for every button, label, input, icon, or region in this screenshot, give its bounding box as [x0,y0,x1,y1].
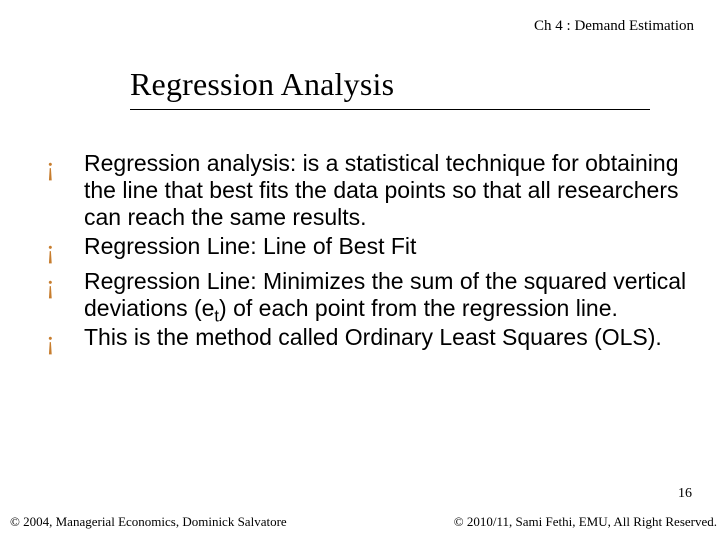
bullet-text: Regression Line: Minimizes the sum of th… [84,268,690,322]
bullet-icon: ¡ [40,233,84,266]
bullet-icon: ¡ [40,268,84,301]
slide: Ch 4 : Demand Estimation Regression Anal… [0,0,720,540]
list-item: ¡ Regression Line: Line of Best Fit [40,233,690,266]
body: ¡ Regression analysis: is a statistical … [40,150,690,359]
text-part: Regression Line: Line of Best Fit [84,233,416,259]
text-part: Regression analysis: is a statistical te… [84,150,679,230]
text-part: ) of each point from the regression line… [219,295,618,321]
list-item: ¡ This is the method called Ordinary Lea… [40,324,690,357]
bullet-icon: ¡ [40,150,84,183]
list-item: ¡ Regression analysis: is a statistical … [40,150,690,231]
bullet-text: Regression Line: Line of Best Fit [84,233,690,260]
bullet-icon: ¡ [40,324,84,357]
chapter-header: Ch 4 : Demand Estimation [534,18,694,35]
footer-left: © 2004, Managerial Economics, Dominick S… [10,514,287,530]
page-number: 16 [678,486,692,502]
slide-title: Regression Analysis [130,66,650,103]
bullet-text: This is the method called Ordinary Least… [84,324,690,351]
title-block: Regression Analysis [130,66,650,110]
bullet-text: Regression analysis: is a statistical te… [84,150,690,231]
title-rule [130,109,650,110]
list-item: ¡ Regression Line: Minimizes the sum of … [40,268,690,322]
footer-right: © 2010/11, Sami Fethi, EMU, All Right Re… [454,514,717,530]
text-part: This is the method called Ordinary Least… [84,324,662,350]
